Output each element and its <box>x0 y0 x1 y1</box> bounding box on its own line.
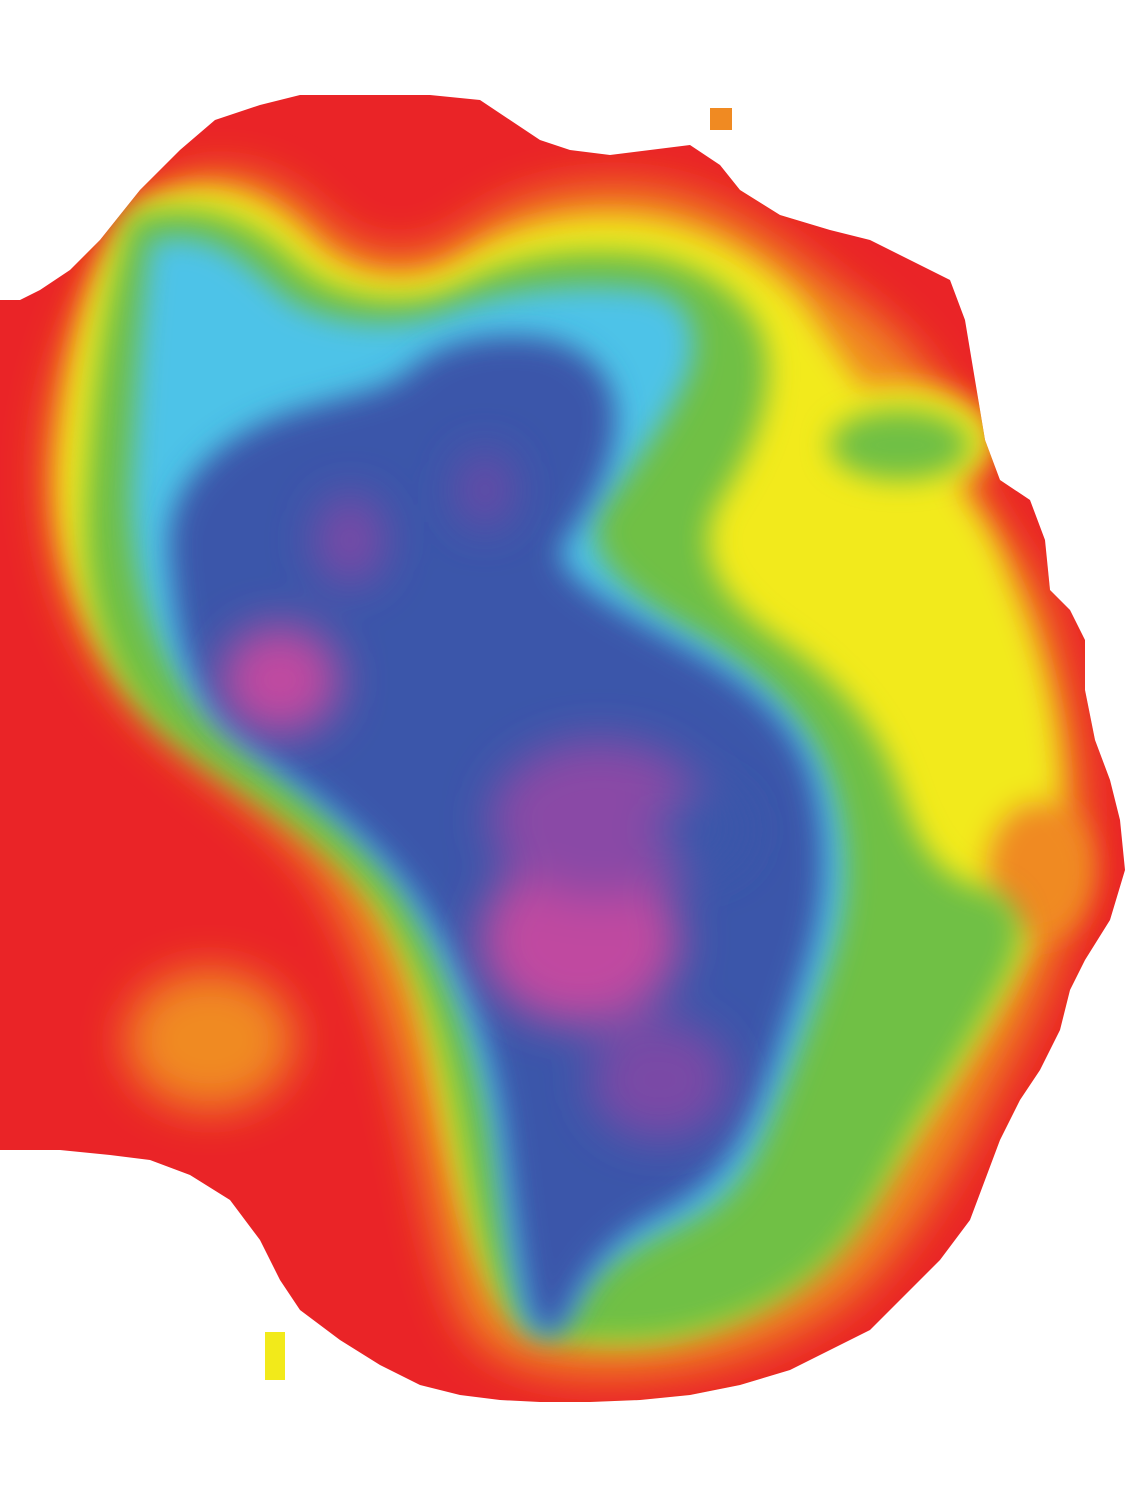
region-magenta-left <box>220 625 340 735</box>
region-blue-spot <box>655 790 745 870</box>
speck-bottom-left <box>265 1332 285 1380</box>
speck-top-right <box>710 108 732 130</box>
region-magenta-top <box>457 452 513 528</box>
region-green-right <box>830 410 970 480</box>
region-magenta-upper <box>315 495 385 585</box>
region-yellow-right <box>985 800 1095 940</box>
region-magenta-center <box>480 855 680 1025</box>
region-orange-left <box>125 970 295 1110</box>
region-magenta-mid <box>490 740 710 900</box>
region-magenta-lower <box>590 1020 730 1140</box>
